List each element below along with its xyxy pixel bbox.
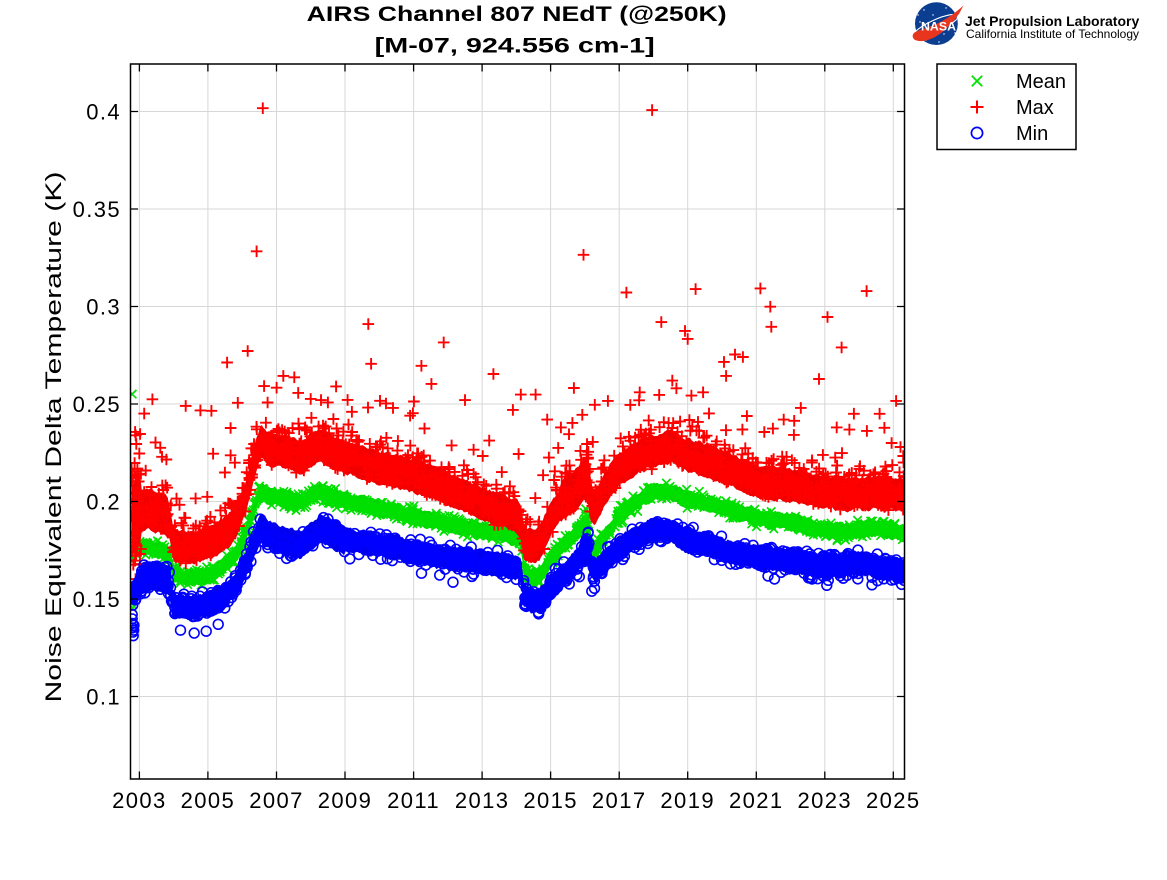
svg-text:2009: 2009 — [318, 788, 373, 813]
svg-text:California Institute of Techno: California Institute of Technology — [966, 27, 1139, 41]
svg-text:2017: 2017 — [592, 788, 647, 813]
svg-text:0.4: 0.4 — [86, 100, 121, 125]
svg-text:2013: 2013 — [455, 788, 510, 813]
svg-text:Mean: Mean — [1016, 71, 1066, 93]
svg-text:Noise Equivalent Delta Tempera: Noise Equivalent Delta Temperature (K) — [41, 172, 66, 703]
svg-text:Max: Max — [1016, 97, 1054, 119]
svg-text:2025: 2025 — [866, 788, 921, 813]
svg-text:Jet Propulsion Laboratory: Jet Propulsion Laboratory — [965, 13, 1139, 29]
svg-text:0.3: 0.3 — [86, 295, 121, 320]
svg-text:NASA: NASA — [921, 20, 956, 34]
svg-text:0.25: 0.25 — [73, 392, 121, 417]
svg-text:0.15: 0.15 — [73, 587, 121, 612]
svg-text:2011: 2011 — [387, 788, 440, 813]
svg-text:2015: 2015 — [523, 788, 578, 813]
svg-text:AIRS Channel 807 NEdT (@250K): AIRS Channel 807 NEdT (@250K) — [307, 2, 727, 26]
svg-text:2023: 2023 — [798, 788, 853, 813]
svg-text:[M-07, 924.556 cm-1]: [M-07, 924.556 cm-1] — [375, 34, 655, 58]
svg-text:2007: 2007 — [249, 788, 304, 813]
svg-text:Min: Min — [1016, 123, 1048, 145]
svg-text:2005: 2005 — [181, 788, 236, 813]
svg-text:2019: 2019 — [660, 788, 715, 813]
svg-text:0.2: 0.2 — [86, 490, 121, 515]
svg-text:2021: 2021 — [729, 788, 784, 813]
svg-text:0.35: 0.35 — [73, 197, 121, 222]
svg-text:0.1: 0.1 — [86, 685, 121, 710]
svg-text:2003: 2003 — [112, 788, 167, 813]
